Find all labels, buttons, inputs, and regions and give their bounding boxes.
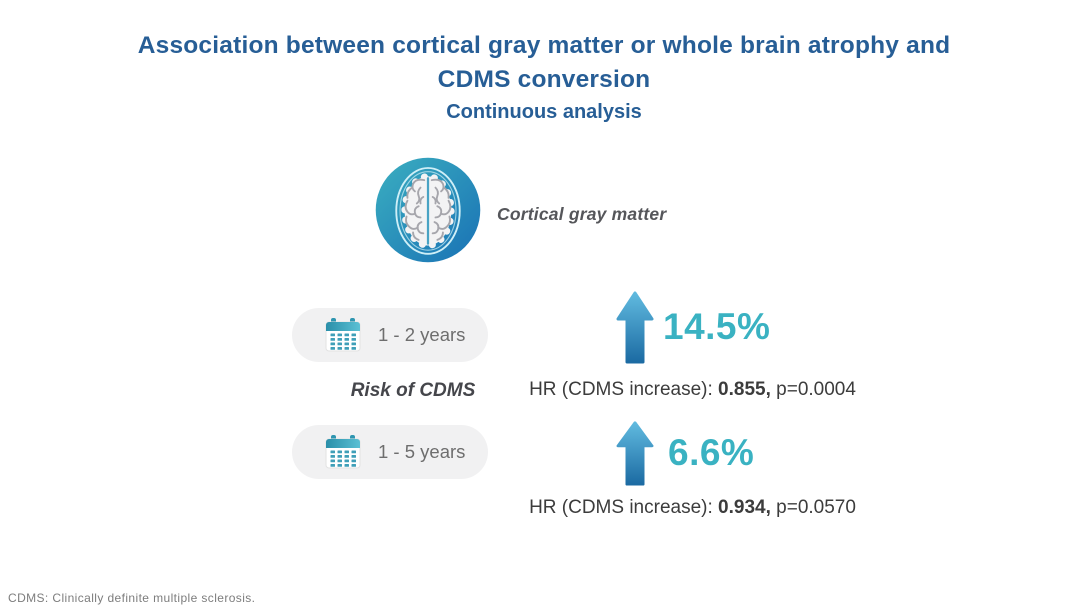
risk-label: Risk of CDMS	[350, 380, 476, 401]
p-value-2: p=0.0570	[770, 497, 856, 518]
p-value-1: p=0.0004	[770, 379, 856, 400]
calendar-icon	[322, 431, 364, 473]
hr-prefix-2: HR (CDMS increase):	[529, 497, 719, 518]
percent-value-1: 14.5%	[663, 306, 771, 347]
up-arrow-icon	[616, 421, 654, 486]
timeframe-pill-1: 1 - 2 years	[292, 308, 488, 362]
page-title-line-1: Association between cortical gray matter…	[137, 32, 951, 59]
page-subtitle: Continuous analysis	[446, 101, 642, 123]
timeframe-label-1: 1 - 2 years	[378, 324, 466, 345]
up-arrow-icon	[616, 291, 654, 364]
page-title-line-2: CDMS conversion	[437, 66, 651, 93]
hr-stat-line-1: HR (CDMS increase): 0.855, p=0.0004	[525, 379, 860, 401]
brain-icon	[372, 154, 484, 266]
hr-prefix-1: HR (CDMS increase):	[529, 379, 719, 400]
page-title: Association between cortical gray matter…	[0, 29, 1088, 97]
hr-value-1: 0.855,	[718, 379, 771, 400]
hr-value-2: 0.934,	[718, 497, 771, 518]
percent-value-2: 6.6%	[668, 432, 755, 473]
hr-stat-line-2: HR (CDMS increase): 0.934, p=0.0570	[525, 497, 860, 519]
timeframe-pill-2: 1 - 5 years	[292, 425, 488, 479]
section-label: Cortical gray matter	[497, 204, 667, 224]
timeframe-label-2: 1 - 5 years	[378, 441, 466, 462]
footnote: CDMS: Clinically definite multiple scler…	[8, 591, 256, 605]
calendar-icon	[322, 314, 364, 356]
